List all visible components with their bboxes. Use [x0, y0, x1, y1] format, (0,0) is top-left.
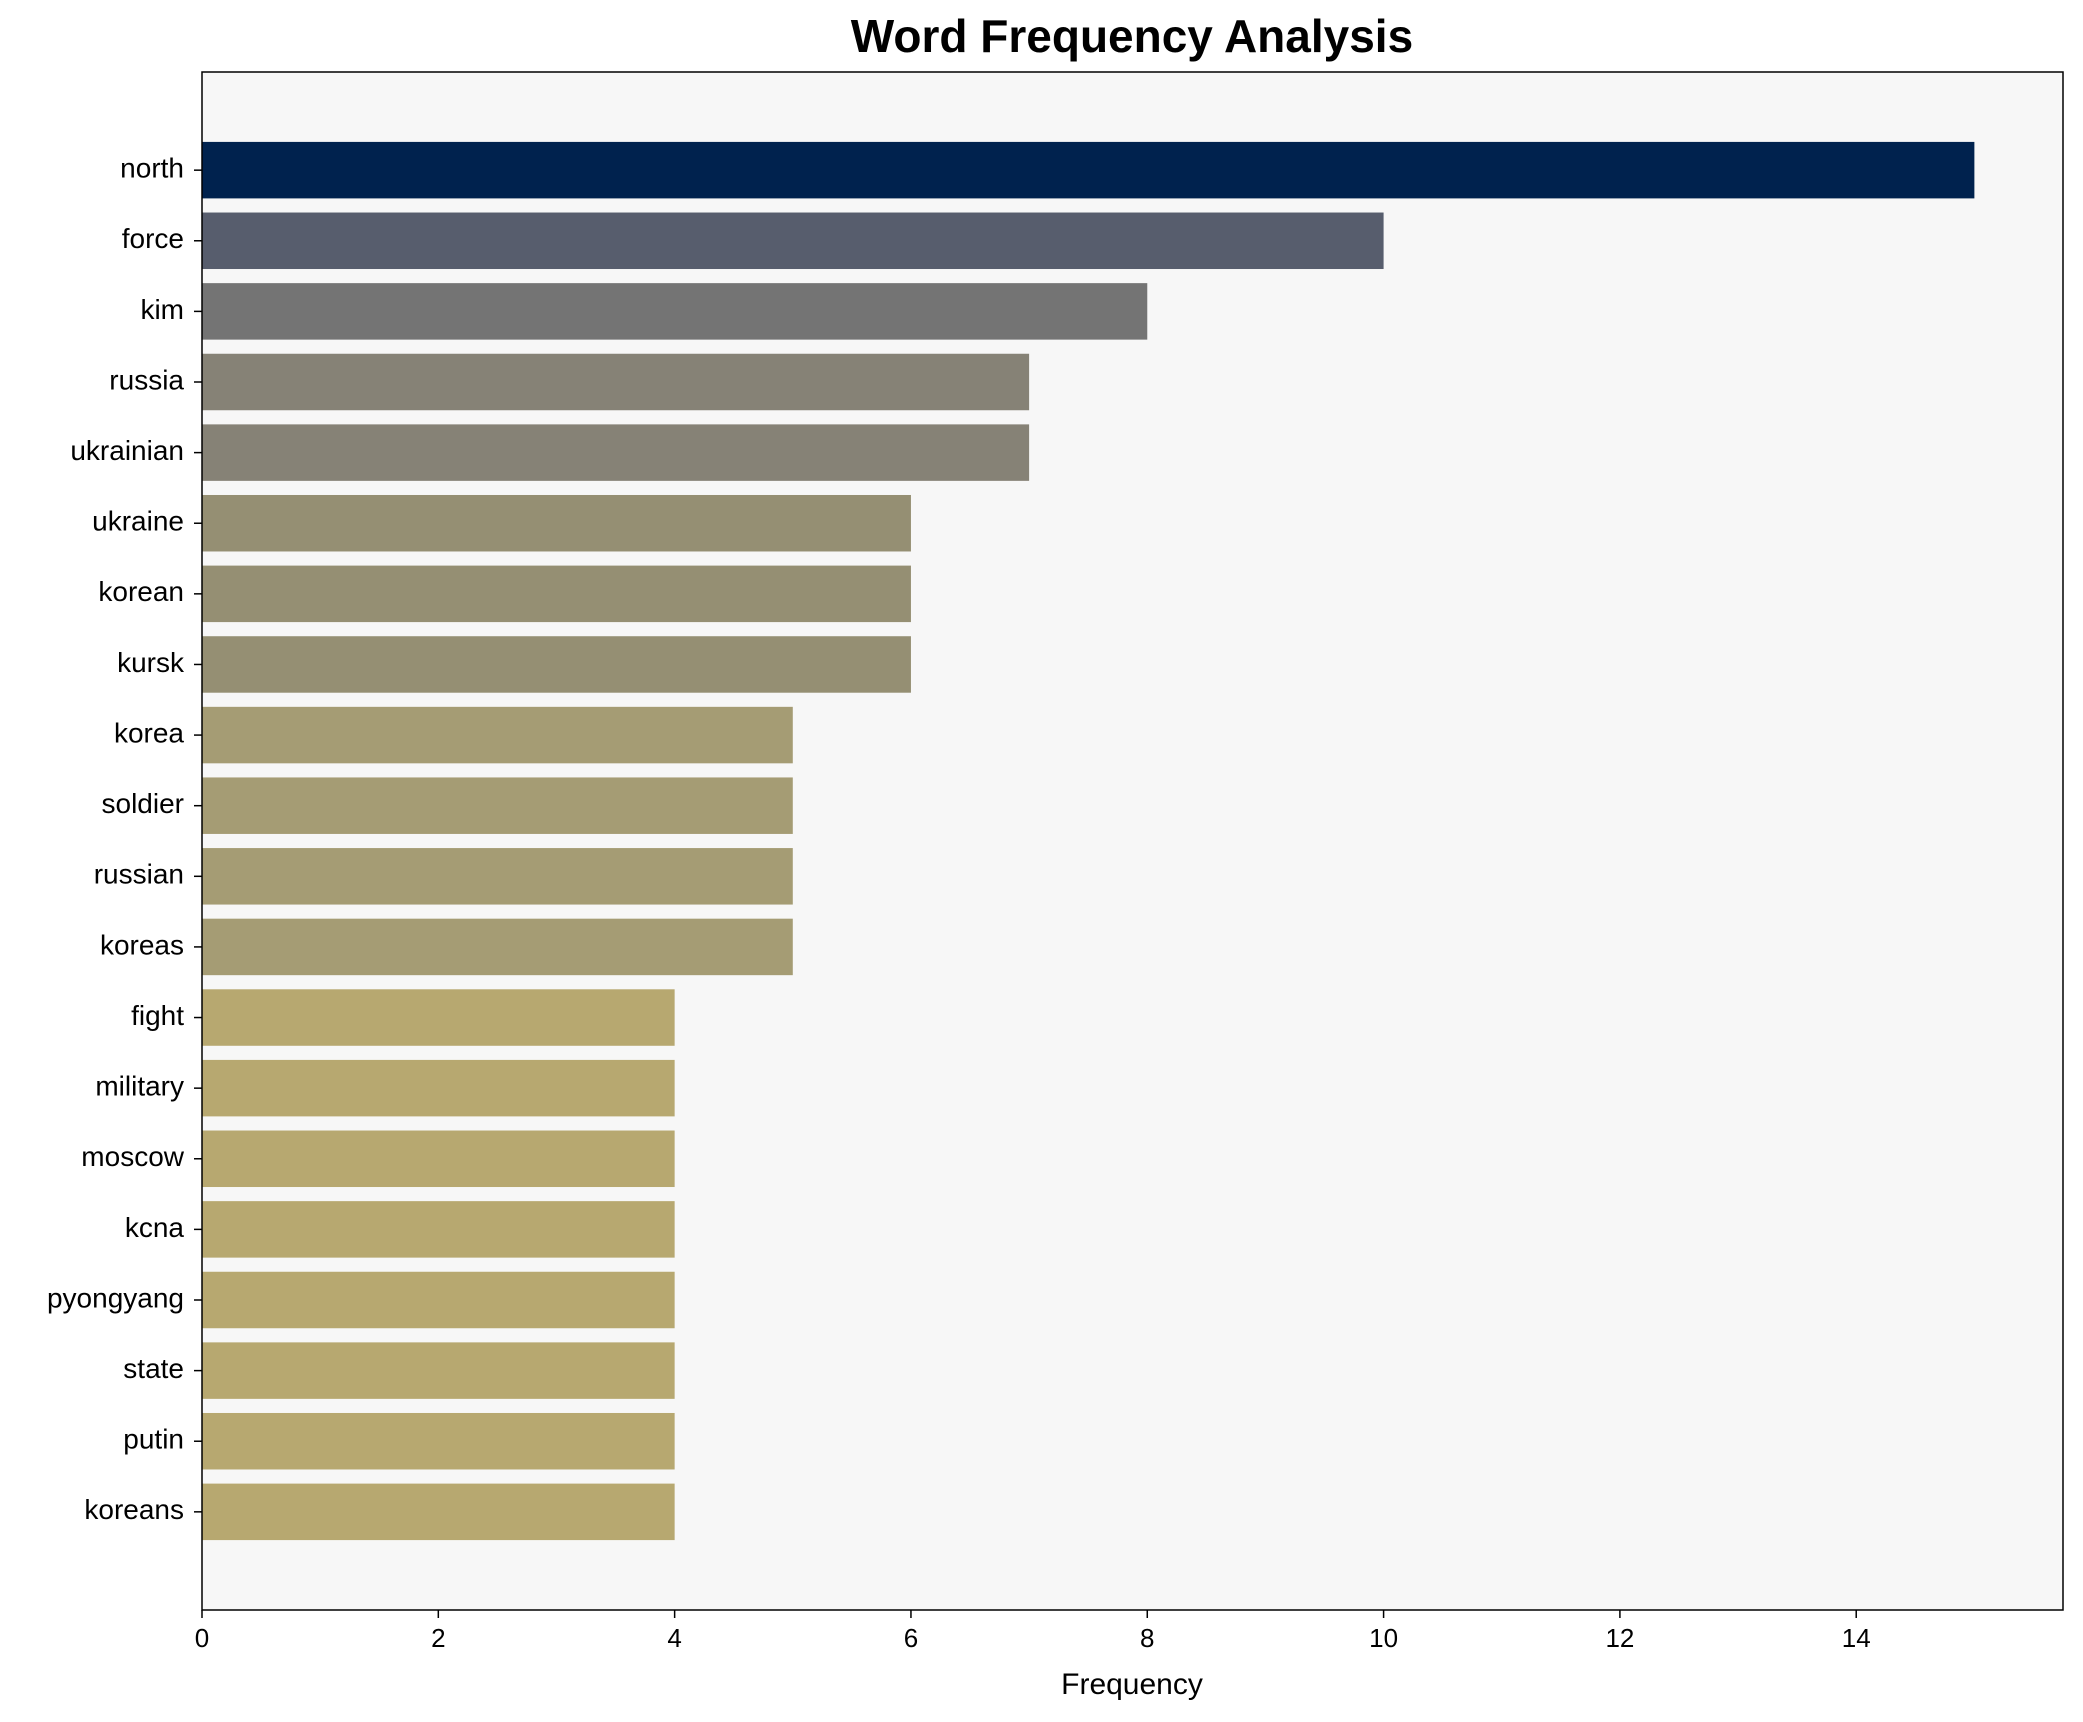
y-tick-label: koreas: [100, 929, 184, 960]
bar: [202, 353, 1030, 411]
x-tick-label: 14: [1842, 1623, 1871, 1653]
x-tick-label: 0: [195, 1623, 209, 1653]
y-tick-label: north: [120, 153, 184, 184]
y-tick-label: korea: [114, 717, 184, 748]
bar: [202, 1130, 675, 1188]
x-axis-label: Frequency: [1061, 1668, 1203, 1701]
chart-title: Word Frequency Analysis: [851, 10, 1413, 62]
y-tick-label: kcna: [125, 1212, 185, 1243]
y-tick-label: korean: [98, 576, 184, 607]
bar: [202, 1483, 675, 1541]
bar: [202, 1412, 675, 1470]
y-tick-label: russian: [94, 859, 184, 890]
bar: [202, 283, 1148, 340]
y-tick-label: kursk: [117, 647, 185, 678]
bar: [202, 706, 793, 764]
y-tick-label: koreans: [84, 1494, 184, 1525]
y-tick-label: military: [95, 1071, 184, 1102]
bar: [202, 1201, 675, 1258]
y-tick-label: russia: [109, 364, 184, 395]
bar: [202, 636, 911, 693]
bar: [202, 565, 911, 623]
y-tick-label: kim: [140, 294, 184, 325]
y-tick-label: fight: [131, 1000, 184, 1031]
x-tick-label: 10: [1369, 1623, 1398, 1653]
bar: [202, 918, 793, 976]
bar: [202, 1271, 675, 1329]
bar: [202, 1342, 675, 1399]
bar: [202, 424, 1030, 481]
bar: [202, 494, 911, 552]
bar: [202, 141, 1975, 199]
y-tick-label: moscow: [81, 1141, 184, 1172]
x-tick-label: 12: [1605, 1623, 1634, 1653]
y-tick-label: state: [123, 1353, 184, 1384]
bar: [202, 989, 675, 1046]
bar: [202, 1059, 675, 1117]
plot-frame: [201, 71, 2064, 1611]
bar: [202, 777, 793, 834]
x-tick-label: 4: [667, 1623, 681, 1653]
y-tick-label: force: [122, 223, 184, 254]
y-tick-label: pyongyang: [47, 1282, 184, 1313]
y-tick-label: putin: [123, 1424, 184, 1455]
y-tick-label: ukrainian: [70, 435, 184, 466]
bar: [202, 212, 1384, 270]
x-tick-label: 6: [904, 1623, 918, 1653]
x-tick-label: 2: [431, 1623, 445, 1653]
y-tick-label: ukraine: [92, 506, 184, 537]
y-tick-label: soldier: [102, 788, 184, 819]
bar: [202, 848, 793, 905]
x-tick-label: 8: [1140, 1623, 1154, 1653]
